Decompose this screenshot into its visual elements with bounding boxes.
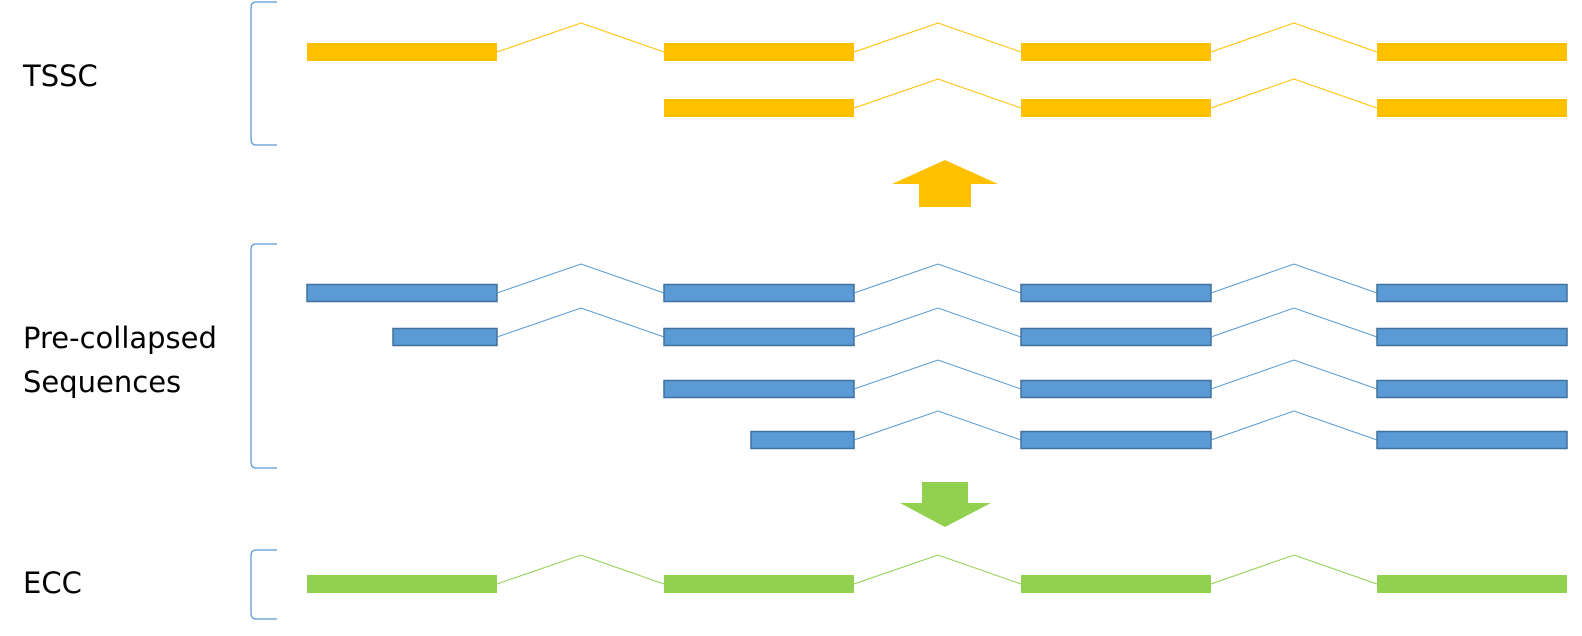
exon bbox=[750, 430, 855, 450]
group-label: ECC bbox=[23, 566, 82, 600]
intron bbox=[853, 554, 1022, 585]
exon bbox=[664, 99, 854, 117]
exon bbox=[663, 379, 855, 399]
group-label: Pre-collapsed bbox=[23, 321, 217, 355]
exon bbox=[306, 283, 498, 303]
group-label: TSSC bbox=[22, 59, 98, 93]
exon bbox=[1020, 430, 1212, 450]
bracket bbox=[250, 243, 277, 469]
exon bbox=[1021, 99, 1211, 117]
arrow-up bbox=[892, 160, 998, 207]
exon bbox=[1020, 327, 1212, 347]
intron bbox=[1210, 554, 1378, 585]
exon bbox=[1377, 575, 1567, 593]
intron bbox=[1210, 359, 1378, 390]
arrow-down bbox=[900, 482, 991, 527]
exon bbox=[664, 43, 854, 61]
exon bbox=[663, 327, 855, 347]
exon bbox=[1377, 99, 1567, 117]
intron bbox=[1210, 307, 1378, 338]
exon bbox=[1020, 379, 1212, 399]
intron bbox=[1210, 22, 1378, 53]
exon bbox=[392, 327, 498, 347]
exon bbox=[1376, 283, 1568, 303]
intron bbox=[853, 359, 1022, 390]
exon bbox=[1020, 283, 1212, 303]
intron bbox=[853, 307, 1022, 338]
intron bbox=[853, 263, 1022, 294]
exon bbox=[1377, 43, 1567, 61]
group-label: Sequences bbox=[23, 365, 181, 399]
exon bbox=[307, 575, 497, 593]
exon bbox=[307, 43, 497, 61]
intron bbox=[496, 263, 665, 294]
exon bbox=[664, 575, 854, 593]
intron bbox=[1210, 410, 1378, 441]
intron bbox=[496, 22, 665, 53]
intron bbox=[496, 554, 665, 585]
exon bbox=[1376, 430, 1568, 450]
exon bbox=[1021, 43, 1211, 61]
exon bbox=[1376, 379, 1568, 399]
exon bbox=[663, 283, 855, 303]
intron bbox=[1210, 78, 1378, 109]
intron bbox=[853, 410, 1022, 441]
exon bbox=[1021, 575, 1211, 593]
intron bbox=[853, 22, 1022, 53]
intron bbox=[496, 307, 665, 338]
bracket bbox=[250, 1, 277, 146]
intron bbox=[853, 78, 1022, 109]
exon bbox=[1376, 327, 1568, 347]
bracket bbox=[250, 549, 277, 620]
intron bbox=[1210, 263, 1378, 294]
